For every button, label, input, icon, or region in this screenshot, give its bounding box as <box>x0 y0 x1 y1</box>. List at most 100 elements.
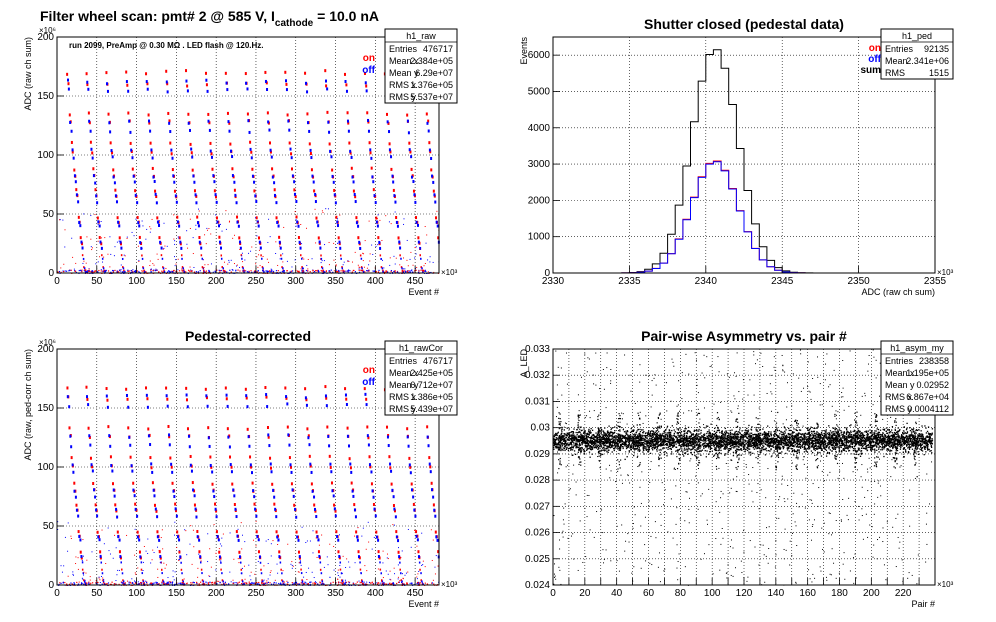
data-point <box>632 440 634 442</box>
noise-point <box>59 219 61 221</box>
data-point-off <box>73 489 76 493</box>
noise-point <box>282 253 284 255</box>
noise-point <box>107 527 109 529</box>
data-point-off <box>372 495 375 499</box>
data-point-off <box>87 87 90 91</box>
data-point-off <box>110 464 113 468</box>
noise-point <box>392 524 394 526</box>
data-point <box>832 431 835 433</box>
data-point <box>882 428 884 431</box>
data-point-off <box>428 148 431 152</box>
data-point <box>704 449 706 452</box>
noise-point <box>333 545 335 547</box>
data-point-off <box>127 89 130 93</box>
noise-point <box>158 223 160 225</box>
noise-point <box>250 571 252 573</box>
data-point-on <box>191 481 194 485</box>
data-point-on <box>251 481 254 485</box>
noise-point <box>376 218 378 220</box>
data-point-on <box>229 142 232 146</box>
data-point-off <box>95 194 98 198</box>
data-point <box>798 429 801 431</box>
baseline-point <box>121 581 123 584</box>
data-point-on <box>284 70 287 74</box>
data-point <box>762 442 764 444</box>
noise-point <box>345 566 347 568</box>
data-point <box>785 438 787 440</box>
data-point-on <box>241 579 243 582</box>
noise-point <box>232 579 234 581</box>
y-tick-label: 6000 <box>528 50 551 61</box>
data-point-on <box>126 397 129 401</box>
data-point-off <box>290 470 293 474</box>
data-point <box>639 432 641 435</box>
noise-point <box>351 261 353 263</box>
data-point <box>832 440 834 443</box>
data-point <box>644 443 646 445</box>
data-point <box>651 432 654 435</box>
data-point-off <box>153 494 156 498</box>
data-point-on <box>333 188 336 192</box>
data-point-on <box>79 550 82 554</box>
data-point-off <box>301 580 304 583</box>
data-point <box>708 438 710 440</box>
data-point <box>748 448 750 450</box>
data-point-off <box>200 246 203 250</box>
data-point <box>584 444 587 447</box>
data-point <box>677 429 680 431</box>
data-point <box>706 432 708 435</box>
baseline-point <box>390 270 392 273</box>
baseline-point <box>256 581 258 584</box>
data-point-on <box>203 269 205 272</box>
data-point <box>897 440 899 442</box>
data-point-on <box>317 236 320 240</box>
data-point <box>561 428 563 430</box>
noise-point <box>383 267 385 269</box>
data-point-off <box>89 443 92 447</box>
data-point <box>758 434 761 436</box>
noise-point <box>435 555 437 557</box>
data-point <box>642 439 644 441</box>
noise-point <box>173 579 175 581</box>
data-point <box>704 437 706 439</box>
data-point <box>590 446 592 448</box>
data-point <box>604 433 607 435</box>
data-point <box>835 437 837 440</box>
stats-row-label: Entries <box>389 44 418 54</box>
data-point <box>747 429 750 431</box>
data-point <box>603 445 606 447</box>
data-point-off <box>308 129 311 133</box>
baseline-point <box>152 583 154 585</box>
data-point-on <box>193 189 196 193</box>
noise-point <box>218 559 220 561</box>
noise-point <box>382 577 384 579</box>
data-point <box>830 443 832 445</box>
data-point <box>681 434 683 436</box>
stats-row-value: 1.376e+05 <box>410 80 453 90</box>
noise-point <box>349 566 351 568</box>
data-point <box>660 444 662 446</box>
data-point <box>923 442 926 445</box>
noise-point <box>337 578 339 580</box>
data-point <box>643 453 645 455</box>
data-point-on <box>89 456 92 460</box>
data-point-off <box>375 535 378 539</box>
data-point-on <box>333 503 336 507</box>
data-point-off <box>255 200 258 204</box>
data-point <box>662 432 664 435</box>
data-point-on <box>293 503 296 507</box>
noise-point <box>78 581 80 583</box>
noise-point <box>101 237 103 239</box>
baseline-point <box>168 270 170 272</box>
noise-point <box>294 211 296 213</box>
data-point-off <box>309 462 312 466</box>
data-point <box>723 443 725 445</box>
noise-point <box>385 570 387 572</box>
baseline-point <box>385 271 387 273</box>
data-point-on <box>68 113 71 117</box>
data-point <box>894 446 896 448</box>
baseline-point <box>178 582 180 584</box>
data-point <box>577 435 580 437</box>
data-point-off <box>237 224 240 228</box>
noise-point <box>208 575 210 577</box>
